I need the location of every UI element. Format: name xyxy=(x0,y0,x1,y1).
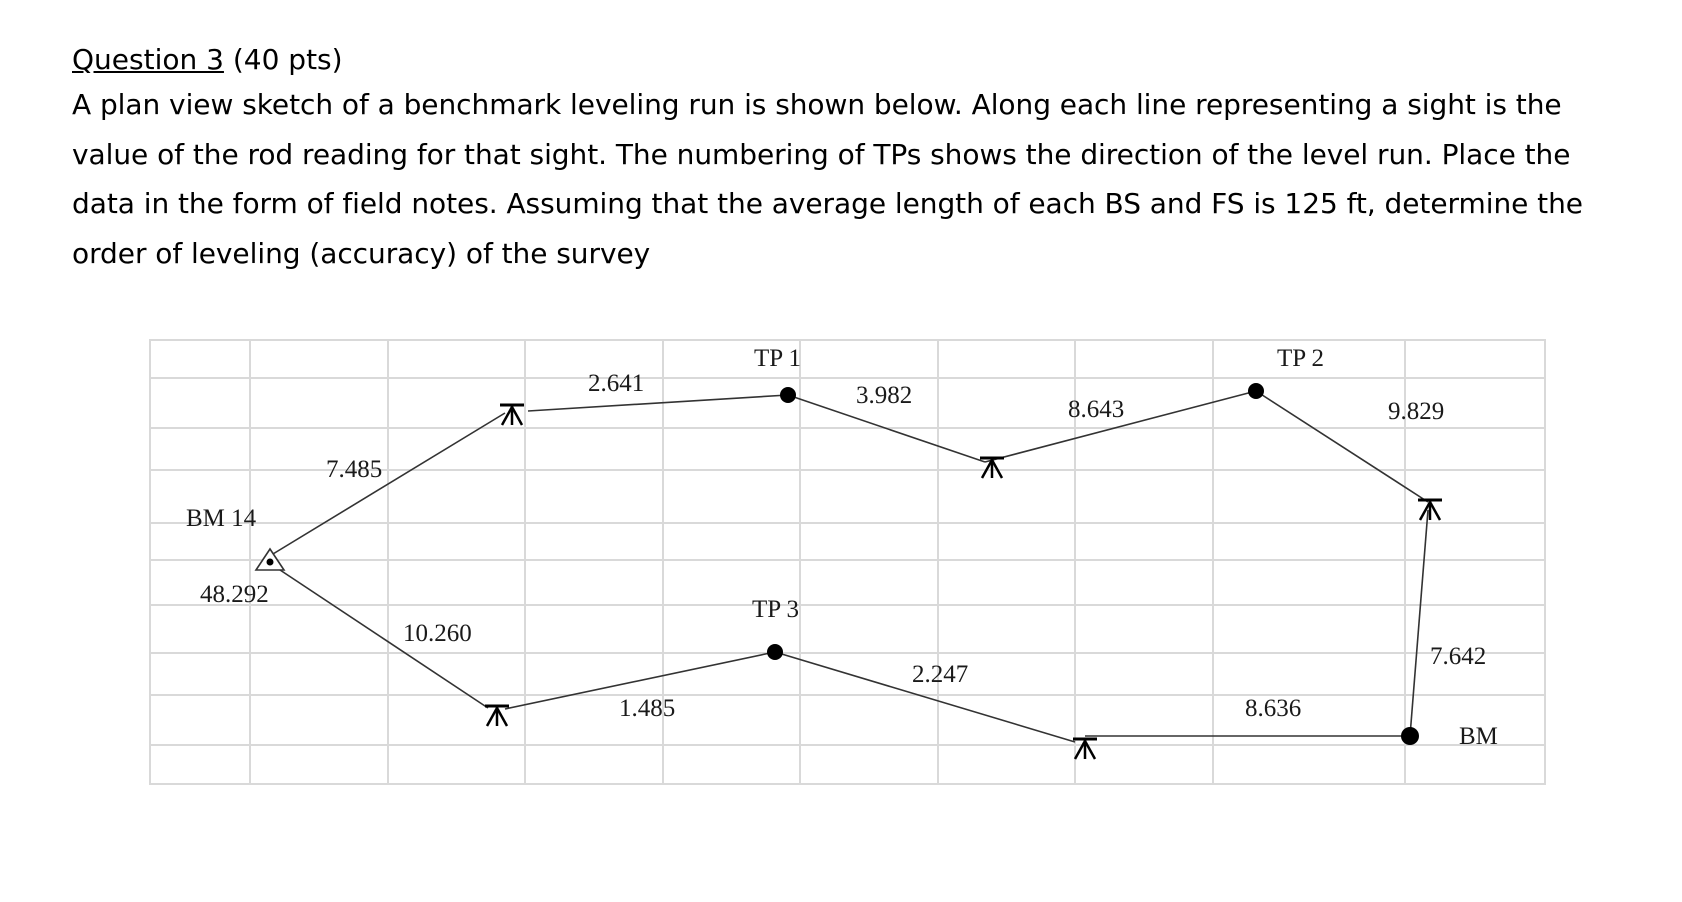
grid xyxy=(149,339,1546,785)
sight-line-setup2-to-tp2 xyxy=(984,390,1257,463)
tp2-point xyxy=(1248,383,1264,399)
bm-end-point xyxy=(1401,727,1419,745)
sight-line-tp2-to-setup3 xyxy=(1255,390,1429,503)
rod-reading: 2.641 xyxy=(588,370,644,397)
question-block: Question 3 (40 pts) A plan view sketch o… xyxy=(72,40,1632,278)
sight-line-setup3-to-bm xyxy=(1409,509,1429,737)
rod-reading: 1.485 xyxy=(619,695,675,722)
tp1-point xyxy=(780,387,796,403)
sight-line-bm14-to-setup1 xyxy=(267,412,506,558)
question-text-line-1: A plan view sketch of a benchmark leveli… xyxy=(72,88,1562,121)
level-instrument-icon xyxy=(1416,498,1444,522)
sight-line-setup5-to-bm14 xyxy=(267,561,489,709)
question-text-line-4: order of leveling (accuracy) of the surv… xyxy=(72,236,651,270)
benchmark-triangle-icon xyxy=(254,547,286,571)
tp2-label: TP 2 xyxy=(1277,345,1324,372)
sight-line-setup4-to-tp3 xyxy=(774,651,1076,743)
question-text-line-3: data in the form of field notes. Assumin… xyxy=(72,187,1583,220)
rod-reading: 9.829 xyxy=(1388,398,1444,425)
rod-reading: 2.247 xyxy=(912,661,968,688)
rod-reading: 7.642 xyxy=(1430,643,1486,670)
level-instrument-icon xyxy=(1071,737,1099,761)
question-title: Question 3 (40 pts) xyxy=(72,40,1632,80)
sight-lines xyxy=(267,390,1429,743)
bm-end-label: BM xyxy=(1459,723,1498,750)
rod-reading: 3.982 xyxy=(856,382,912,409)
bm14-elevation: 48.292 xyxy=(200,581,269,608)
bm14-label: BM 14 xyxy=(186,505,257,532)
rod-reading: 8.636 xyxy=(1245,695,1301,722)
question-number: Question 3 xyxy=(72,43,224,76)
tp3-point xyxy=(767,644,783,660)
tp1-label: TP 1 xyxy=(754,345,801,372)
tp3-label: TP 3 xyxy=(752,596,799,623)
rod-reading: 8.643 xyxy=(1068,396,1124,423)
question-text-line-2: value of the rod reading for that sight.… xyxy=(72,137,1571,171)
sight-line-tp3-to-setup5 xyxy=(504,651,776,710)
level-instrument-icon xyxy=(498,403,526,427)
rod-reading: 10.260 xyxy=(403,620,472,647)
question-points: (40 pts) xyxy=(223,43,343,76)
rod-reading: 7.485 xyxy=(326,456,382,483)
sight-line-tp1-to-setup2 xyxy=(787,394,986,463)
sight-line-setup1-to-tp1 xyxy=(527,394,789,412)
